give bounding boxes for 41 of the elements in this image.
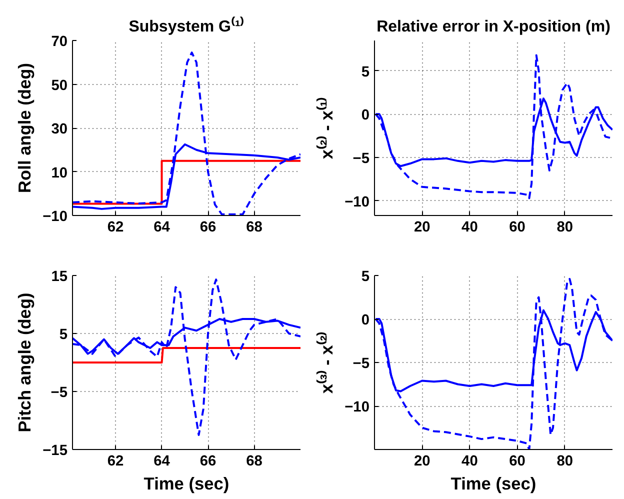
y-tick-label: 5 — [59, 327, 68, 343]
x-tick-label: 40 — [462, 220, 478, 236]
x-tick-label: 40 — [462, 454, 478, 470]
x-tick-label: 66 — [200, 220, 216, 236]
chart-title: Subsystem G⁽¹⁾ — [128, 16, 244, 36]
y-tick-label: −10 — [344, 194, 370, 210]
y-tick-label: −15 — [42, 443, 68, 459]
y-tick-label: −10 — [42, 209, 68, 225]
y-tick-label: 50 — [51, 78, 68, 94]
y-tick-label: 5 — [361, 64, 370, 80]
x-tick-label: 64 — [154, 220, 171, 236]
y-tick-label: 0 — [361, 108, 370, 124]
x-tick-label: 60 — [509, 454, 526, 470]
x-tick-label: 66 — [200, 454, 216, 470]
y-axis-title: x⁽³⁾ - x⁽²⁾ — [316, 331, 337, 394]
y-tick-label: 10 — [51, 165, 68, 182]
x-tick-label: 60 — [509, 220, 526, 236]
x-axis-title: Time (sec) — [450, 474, 536, 494]
y-tick-label: 70 — [51, 34, 68, 50]
x-tick-label: 62 — [107, 220, 124, 236]
x-tick-label: 80 — [556, 454, 574, 470]
x-tick-label: 68 — [246, 220, 262, 236]
x-axis-title: Time (sec) — [144, 474, 230, 494]
x-tick-label: 62 — [107, 454, 124, 470]
x-tick-label: 68 — [246, 454, 262, 470]
y-tick-label: −10 — [344, 400, 370, 416]
y-tick-label: −5 — [352, 150, 370, 167]
x-tick-label: 64 — [154, 454, 171, 470]
x-tick-label: 20 — [414, 454, 430, 470]
y-tick-label: 0 — [361, 312, 370, 328]
y-tick-label: 15 — [51, 269, 68, 285]
chart-title: Relative error in X-position (m) — [376, 18, 610, 36]
y-tick-label: 5 — [361, 269, 370, 285]
y-tick-label: −5 — [50, 385, 68, 401]
y-tick-label: −5 — [352, 356, 370, 372]
x-tick-label: 20 — [414, 220, 430, 236]
y-axis-title: x⁽²⁾ - x⁽¹⁾ — [316, 96, 337, 160]
y-axis-title: Pitch angle (deg) — [14, 292, 35, 432]
x-tick-label: 80 — [556, 220, 574, 236]
y-axis-title: Roll angle (deg) — [14, 63, 35, 193]
y-tick-label: 30 — [51, 122, 68, 138]
